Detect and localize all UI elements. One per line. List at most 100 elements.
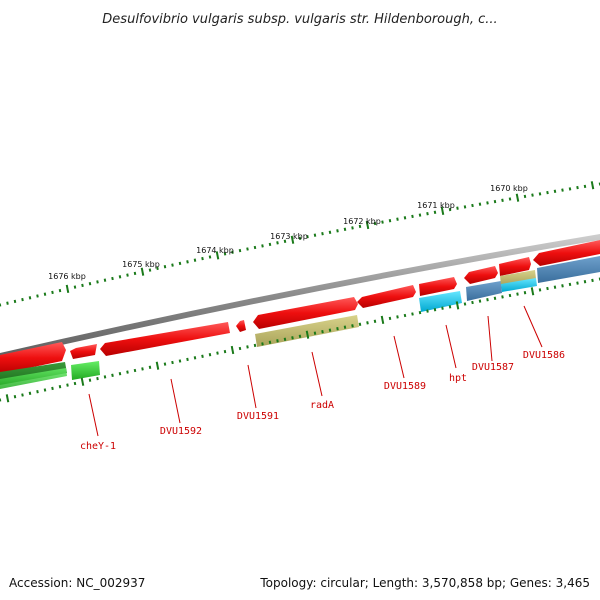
scale-minor-tick xyxy=(516,292,519,296)
cds-feature[interactable] xyxy=(357,285,416,308)
cds-feature[interactable] xyxy=(236,320,246,332)
scale-minor-tick xyxy=(81,283,84,288)
scale-minor-tick xyxy=(21,393,24,397)
cds-feature[interactable] xyxy=(499,257,531,276)
cds-feature[interactable] xyxy=(419,277,457,296)
scale-minor-tick xyxy=(238,346,242,351)
gene-label-dvu1589[interactable]: DVU1589 xyxy=(384,381,426,392)
scale-minor-tick xyxy=(96,376,99,381)
scale-major-tick xyxy=(140,267,145,276)
map-title: Desulfovibrio vulgaris subsp. vulgaris s… xyxy=(102,12,497,27)
scale-minor-tick xyxy=(411,312,414,316)
cds-feature[interactable] xyxy=(253,297,358,329)
cog-feature[interactable] xyxy=(466,281,502,301)
gene-label-rada[interactable]: radA xyxy=(310,400,334,411)
scale-minor-tick xyxy=(13,299,17,304)
scale-minor-tick xyxy=(388,219,392,223)
scale-minor-tick xyxy=(418,310,422,315)
scale-minor-tick xyxy=(238,248,242,253)
scale-minor-tick xyxy=(133,368,137,373)
cog-feature[interactable] xyxy=(500,270,536,285)
gene-label-dvu1592[interactable]: DVU1592 xyxy=(160,426,202,437)
scale-minor-tick xyxy=(373,221,377,226)
cds-track-forward xyxy=(0,240,600,374)
cog-feature[interactable] xyxy=(501,278,537,292)
scale-major-tick xyxy=(455,301,460,310)
scale-minor-tick xyxy=(426,212,429,216)
scale-minor-tick xyxy=(583,184,587,189)
scale-major-tick xyxy=(155,361,160,370)
scale-minor-tick xyxy=(21,297,24,302)
cog-feature[interactable] xyxy=(419,291,462,312)
scale-ring-outer xyxy=(0,181,600,307)
scale-minor-tick xyxy=(171,360,174,365)
scale-minor-tick xyxy=(163,362,167,366)
scale-minor-tick xyxy=(381,220,384,224)
cds-feature[interactable] xyxy=(533,240,600,266)
scale-major-tick xyxy=(365,220,370,230)
cog-feature[interactable] xyxy=(71,361,100,380)
scale-minor-tick xyxy=(246,345,249,349)
scale-minor-tick xyxy=(253,343,257,348)
scale-minor-tick xyxy=(531,193,534,197)
scale-major-tick xyxy=(515,193,520,202)
cds-feature[interactable] xyxy=(100,322,230,356)
scale-minor-tick xyxy=(193,258,197,262)
scale-minor-tick xyxy=(141,367,144,371)
scale-major-tick xyxy=(80,377,85,386)
scale-major-tick xyxy=(440,206,445,216)
accession-text: Accession: NC_002937 xyxy=(9,576,145,590)
scale-major-tick xyxy=(530,287,535,296)
scale-minor-tick xyxy=(103,278,107,282)
scale-major-tick xyxy=(590,181,595,190)
scale-tick-label: 1674 kbp xyxy=(196,246,234,255)
scale-minor-tick xyxy=(471,300,474,305)
gene-label-chey1[interactable]: cheY-1 xyxy=(80,441,116,452)
scale-minor-tick xyxy=(208,353,212,357)
gene-label-dvu1587[interactable]: DVU1587 xyxy=(472,362,514,373)
scale-major-tick xyxy=(65,284,70,294)
scale-minor-tick xyxy=(261,342,264,346)
gene-label-hpt[interactable]: hpt xyxy=(449,373,467,384)
scale-minor-tick xyxy=(148,268,152,272)
scale-minor-tick xyxy=(591,278,594,283)
scale-minor-tick xyxy=(306,235,309,239)
gene-label-dvu1591[interactable]: DVU1591 xyxy=(237,411,279,422)
scale-minor-tick xyxy=(6,301,9,305)
scale-minor-tick xyxy=(328,230,332,234)
scale-minor-tick xyxy=(276,241,279,245)
scale-tick-label: 1671 kbp xyxy=(417,201,455,210)
scale-minor-tick xyxy=(0,303,2,307)
scale-minor-tick xyxy=(36,294,39,298)
cog-feature[interactable] xyxy=(0,368,67,389)
scale-minor-tick xyxy=(471,203,474,208)
scale-minor-tick xyxy=(493,199,497,204)
scale-minor-tick xyxy=(246,247,249,251)
scale-minor-tick xyxy=(396,315,399,319)
scale-minor-tick xyxy=(598,182,600,186)
scale-minor-tick xyxy=(463,302,467,306)
scale-minor-tick xyxy=(358,224,362,229)
cds-feature[interactable] xyxy=(70,344,97,359)
scale-minor-tick xyxy=(553,285,557,289)
scale-minor-tick xyxy=(403,216,407,220)
cds-feature[interactable] xyxy=(0,342,66,374)
scale-minor-tick xyxy=(43,292,47,296)
scale-minor-tick xyxy=(523,194,527,199)
cds-feature[interactable] xyxy=(464,266,498,284)
scale-minor-tick xyxy=(576,281,579,285)
scale-minor-tick xyxy=(178,359,182,363)
scale-labels: 1676 kbp 1675 kbp 1674 kbp 1673 kbp 1672… xyxy=(48,184,528,281)
scale-minor-tick xyxy=(28,296,32,300)
scale-minor-tick xyxy=(58,288,62,293)
cog-feature[interactable] xyxy=(537,256,600,283)
gene-label-dvu1586[interactable]: DVU1586 xyxy=(523,350,565,361)
scale-minor-tick xyxy=(88,282,92,286)
scale-minor-tick xyxy=(118,372,122,376)
scale-minor-tick xyxy=(178,261,182,266)
scale-minor-tick xyxy=(111,276,114,281)
scale-minor-tick xyxy=(568,187,572,191)
genome-summary-text: Topology: circular; Length: 3,570,858 bp… xyxy=(259,576,590,590)
scale-minor-tick xyxy=(478,202,482,206)
scale-minor-tick xyxy=(486,201,489,205)
